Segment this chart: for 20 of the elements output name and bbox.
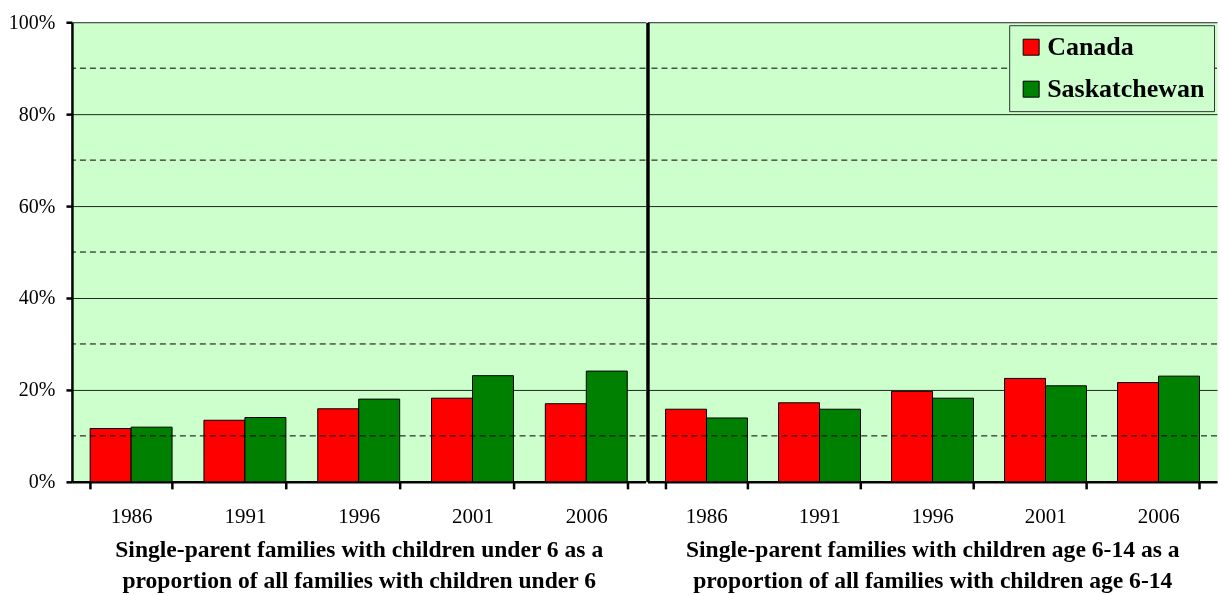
y-tick-label: 80% (18, 102, 56, 125)
x-tick-label: 2001 (1024, 504, 1067, 529)
x-tick-label: 2006 (1137, 504, 1180, 529)
y-tick-label: 100% (8, 10, 56, 33)
x-tick-label: 1991 (798, 504, 841, 529)
x-axis-title: Single-parent families with children under 6 as a proportion of all families with children under 6 (115, 536, 604, 594)
x-tick-label: 1986 (685, 504, 728, 529)
legend-label: Saskatchewan (1047, 74, 1205, 104)
y-tick-label: 20% (18, 378, 56, 401)
x-tick-label: 1996 (911, 504, 954, 529)
x-tick-label: 1991 (224, 504, 267, 529)
x-tick-label: 1996 (338, 504, 381, 529)
x-tick-label: 2006 (565, 504, 608, 529)
x-tick-label: 2001 (452, 504, 494, 529)
legend-label: Canada (1047, 32, 1134, 62)
y-tick-label: 0% (28, 470, 56, 493)
y-tick-label: 60% (18, 194, 56, 217)
x-tick-label: 1986 (110, 504, 153, 529)
y-tick-label: 40% (18, 286, 56, 309)
x-axis-title: Single-parent families with children age 6-14 as a proportion of all families with children age 6-14 (685, 536, 1180, 594)
